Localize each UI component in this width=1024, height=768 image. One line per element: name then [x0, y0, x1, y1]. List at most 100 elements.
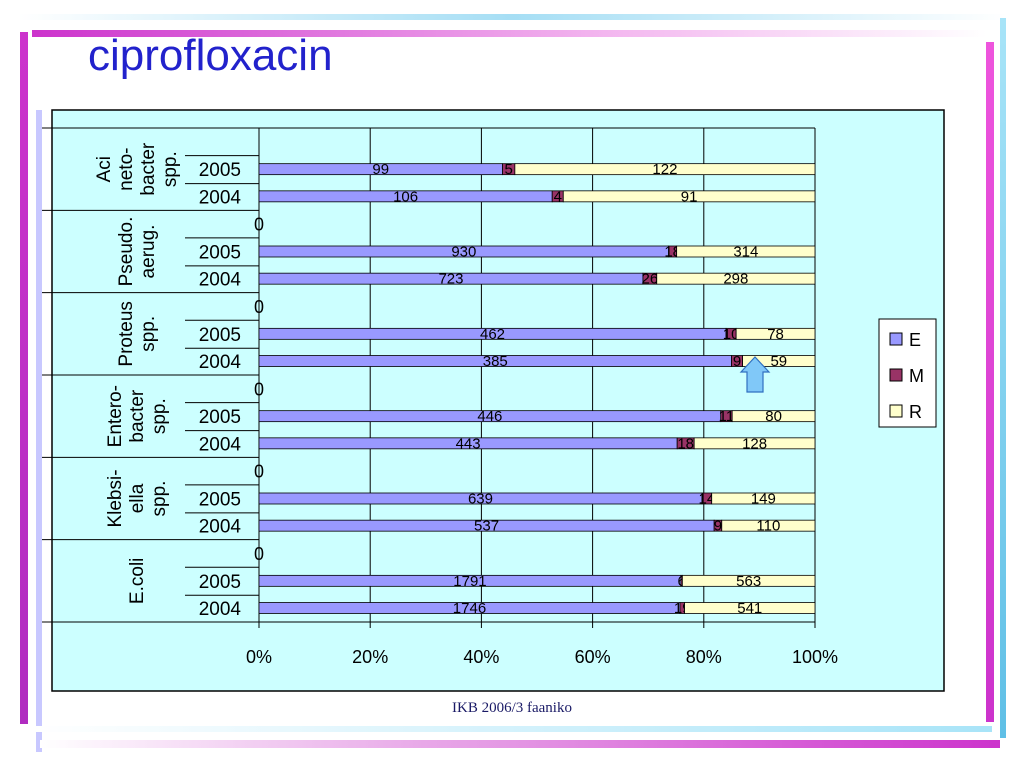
data-label-E: 537 — [474, 518, 499, 535]
data-label-E: 443 — [456, 435, 481, 452]
legend-label-R: R — [909, 402, 922, 422]
year-label: 2004 — [199, 517, 242, 538]
data-label-R: 91 — [681, 188, 698, 205]
group-label: Klebsi- — [105, 469, 126, 527]
data-label-R: 122 — [652, 161, 677, 178]
right-decor-bar-outer — [1000, 18, 1006, 738]
data-label-R: 149 — [751, 491, 776, 508]
group-label: Proteus — [116, 301, 137, 366]
bar-R — [562, 190, 816, 203]
x-tick-label: 60% — [575, 647, 611, 667]
legend-swatch-R — [889, 404, 903, 418]
year-label: 2004 — [199, 187, 242, 208]
year-label: 2004 — [199, 599, 242, 620]
year-label: 2004 — [199, 434, 242, 455]
data-label-M: 6 — [677, 573, 685, 590]
year-label: 2005 — [199, 572, 241, 593]
left-decor-bar-inner — [36, 110, 42, 752]
data-label-R: 110 — [756, 518, 780, 535]
bar-R — [721, 519, 816, 532]
group-label: spp. — [138, 316, 159, 352]
x-tick-label: 100% — [792, 647, 838, 667]
zero-data-label: 0 — [254, 215, 264, 235]
legend: EMR — [878, 318, 937, 428]
data-label-M: 9 — [714, 518, 722, 535]
year-label: 2005 — [199, 160, 241, 181]
x-tick-label: 0% — [246, 647, 272, 667]
data-label-R: 59 — [770, 353, 787, 370]
data-label-E: 639 — [468, 491, 493, 508]
bar-R — [735, 327, 816, 340]
group-label: bacter — [138, 142, 159, 195]
zero-data-label: 0 — [254, 462, 264, 482]
value-axis: 0% 20% 40% 60% 80% 100% — [246, 621, 838, 667]
left-decor-bar — [20, 32, 28, 724]
data-label-R: 541 — [737, 600, 762, 617]
year-label: 2005 — [199, 490, 241, 511]
zero-data-label: 0 — [254, 544, 264, 564]
year-label: 2004 — [199, 352, 242, 373]
x-tick-label: 80% — [686, 647, 722, 667]
data-label-M: 10 — [723, 326, 740, 343]
data-label-E: 1791 — [453, 573, 486, 590]
data-label-M: 14 — [699, 491, 716, 508]
data-label-E: 723 — [438, 271, 463, 288]
data-label-R: 563 — [736, 573, 761, 590]
group-label: spp. — [160, 151, 181, 187]
bar-R — [656, 272, 816, 285]
group-label: E.coli — [127, 558, 148, 604]
data-label-R: 128 — [742, 435, 767, 452]
year-label: 2005 — [199, 325, 241, 346]
up-arrow-icon — [739, 356, 771, 393]
group-label: aerug. — [138, 225, 159, 279]
group-label: neto- — [116, 148, 137, 191]
bar-R — [684, 602, 816, 614]
legend-box — [878, 318, 937, 428]
legend-swatch-M — [889, 368, 903, 382]
bar-R — [693, 437, 816, 450]
bar-R — [742, 355, 816, 367]
top-decor-bar — [18, 14, 1008, 20]
legend-label-E: E — [909, 330, 921, 350]
data-label-M: 26 — [642, 271, 659, 288]
slide-title: ciprofloxacin — [88, 31, 333, 80]
data-label-R: 298 — [723, 271, 748, 288]
data-label-M: 5 — [505, 161, 513, 178]
legend-swatch-E — [889, 332, 903, 346]
group-label: Entero- — [105, 385, 126, 447]
group-label: Pseudo. — [116, 217, 137, 287]
bar-R — [711, 492, 816, 505]
right-decor-bar — [986, 42, 994, 722]
x-tick-label: 20% — [352, 647, 388, 667]
data-label-E: 106 — [393, 188, 418, 205]
data-label-R: 78 — [767, 326, 784, 343]
group-label: spp. — [149, 481, 170, 517]
data-label-R: 314 — [733, 244, 758, 261]
bar-R — [681, 574, 816, 587]
data-label-E: 99 — [372, 161, 389, 178]
slide-footer: IKB 2006/3 faaniko — [452, 700, 572, 716]
bar-R — [731, 410, 816, 423]
year-label: 2005 — [199, 407, 241, 428]
data-label-E: 1746 — [453, 600, 486, 617]
data-label-M: 18 — [677, 435, 694, 452]
data-label-E: 446 — [477, 408, 502, 425]
legend-label-M: M — [909, 366, 924, 386]
bar-R — [514, 163, 816, 176]
title-underline-bar — [32, 30, 987, 37]
x-tick-label: 40% — [463, 647, 499, 667]
zero-data-label: 0 — [254, 297, 264, 317]
group-label: Aci — [94, 156, 115, 182]
year-label: 2004 — [199, 270, 242, 291]
year-label: 2005 — [199, 243, 241, 264]
data-label-E: 930 — [451, 244, 476, 261]
group-label: bacter — [127, 389, 148, 442]
group-label: ella — [127, 483, 148, 513]
group-label: spp. — [149, 398, 170, 434]
data-label-M: 9 — [733, 353, 741, 370]
bar-R — [676, 245, 816, 258]
data-label-E: 462 — [480, 326, 505, 343]
